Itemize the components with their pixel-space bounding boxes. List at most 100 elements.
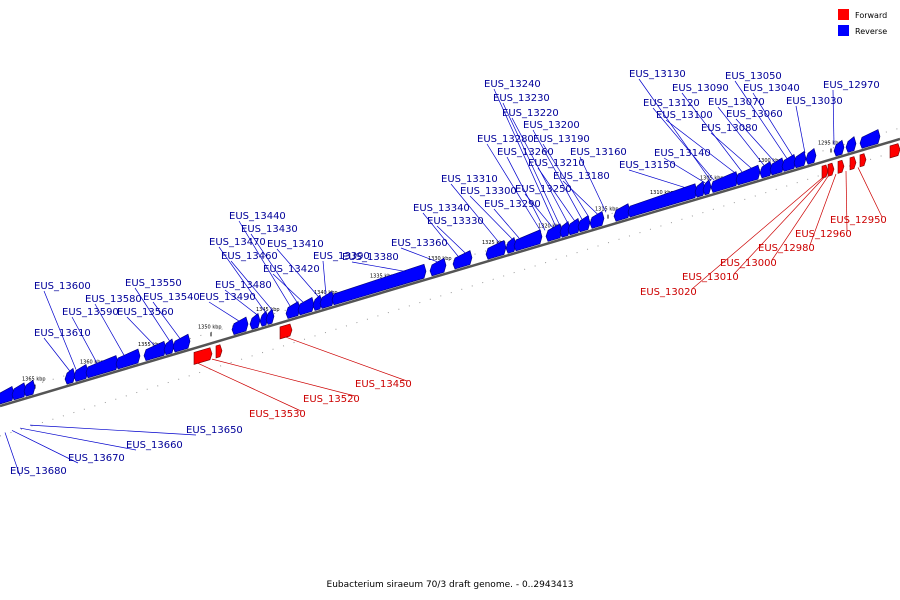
gene-label-eus-13580[interactable]: EUS_13580 bbox=[85, 294, 142, 305]
forward-gene-block[interactable] bbox=[889, 143, 900, 159]
gene-label-eus-13290[interactable]: EUS_13290 bbox=[484, 199, 541, 210]
gene-label-eus-13360[interactable]: EUS_13360 bbox=[391, 238, 448, 249]
reverse-gene-block[interactable] bbox=[85, 355, 119, 379]
reverse-gene-block[interactable] bbox=[11, 382, 27, 401]
reverse-gene-block[interactable] bbox=[793, 151, 807, 169]
reverse-gene-block[interactable] bbox=[172, 333, 191, 353]
reverse-gene-block[interactable] bbox=[163, 338, 175, 356]
gene-label-eus-13560[interactable]: EUS_13560 bbox=[117, 307, 174, 318]
gene-label-eus-13120[interactable]: EUS_13120 bbox=[643, 98, 700, 109]
gene-label-eus-13060[interactable]: EUS_13060 bbox=[726, 109, 783, 120]
reverse-gene-block[interactable] bbox=[331, 263, 427, 306]
reverse-gene-block[interactable] bbox=[759, 161, 773, 179]
gene-label-eus-12960[interactable]: EUS_12960 bbox=[795, 229, 852, 240]
reverse-gene-block[interactable] bbox=[702, 179, 712, 196]
gene-label-eus-13340[interactable]: EUS_13340 bbox=[413, 203, 470, 214]
gene-label-eus-13040[interactable]: EUS_13040 bbox=[743, 83, 800, 94]
gene-label-eus-13020[interactable]: EUS_13020 bbox=[640, 287, 697, 298]
gene-label-eus-13540[interactable]: EUS_13540 bbox=[143, 292, 200, 303]
gene-label-eus-12980[interactable]: EUS_12980 bbox=[758, 243, 815, 254]
gene-label-eus-13030[interactable]: EUS_13030 bbox=[786, 96, 843, 107]
reverse-gene-block[interactable] bbox=[845, 136, 857, 153]
gene-label-eus-13090[interactable]: EUS_13090 bbox=[672, 83, 729, 94]
gene-label-eus-13430[interactable]: EUS_13430 bbox=[241, 224, 298, 235]
forward-gene-block[interactable] bbox=[279, 323, 293, 340]
reverse-gene-block[interactable] bbox=[545, 223, 563, 242]
reverse-gene-block[interactable] bbox=[769, 157, 785, 176]
reverse-gene-block[interactable] bbox=[297, 296, 315, 316]
reverse-gene-block[interactable] bbox=[859, 129, 881, 149]
gene-label-eus-13660[interactable]: EUS_13660 bbox=[126, 440, 183, 451]
reverse-gene-block[interactable] bbox=[613, 203, 631, 222]
reverse-gene-block[interactable] bbox=[231, 316, 249, 335]
gene-label-eus-13140[interactable]: EUS_13140 bbox=[654, 148, 711, 159]
gene-label-eus-12950[interactable]: EUS_12950 bbox=[830, 215, 887, 226]
reverse-gene-block[interactable] bbox=[249, 312, 261, 330]
reverse-gene-block[interactable] bbox=[505, 236, 517, 254]
gene-label-eus-13420[interactable]: EUS_13420 bbox=[263, 264, 320, 275]
reverse-gene-block[interactable] bbox=[115, 348, 141, 370]
gene-label-eus-13450[interactable]: EUS_13450 bbox=[355, 379, 412, 390]
gene-label-eus-13240[interactable]: EUS_13240 bbox=[484, 79, 541, 90]
reverse-gene-block[interactable] bbox=[589, 210, 605, 229]
reverse-gene-block[interactable] bbox=[559, 220, 571, 238]
forward-gene-block[interactable] bbox=[827, 162, 835, 177]
forward-gene-block[interactable] bbox=[215, 344, 223, 359]
gene-label-eus-13650[interactable]: EUS_13650 bbox=[186, 425, 243, 436]
gene-label-eus-13080[interactable]: EUS_13080 bbox=[701, 123, 758, 134]
forward-gene-block[interactable] bbox=[849, 156, 857, 171]
gene-label-eus-13610[interactable]: EUS_13610 bbox=[34, 328, 91, 339]
gene-label-eus-13680[interactable]: EUS_13680 bbox=[10, 466, 67, 477]
gene-label-eus-13250[interactable]: EUS_13250 bbox=[515, 184, 572, 195]
gene-label-eus-13380[interactable]: EUS_13380 bbox=[342, 252, 399, 263]
gene-label-eus-13150[interactable]: EUS_13150 bbox=[619, 160, 676, 171]
reverse-gene-block[interactable] bbox=[319, 291, 335, 309]
gene-label-eus-13330[interactable]: EUS_13330 bbox=[427, 216, 484, 227]
gene-label-eus-13460[interactable]: EUS_13460 bbox=[221, 251, 278, 262]
gene-label-eus-13200[interactable]: EUS_13200 bbox=[523, 120, 580, 131]
gene-label-eus-13590[interactable]: EUS_13590 bbox=[62, 307, 119, 318]
gene-label-eus-13130[interactable]: EUS_13130 bbox=[629, 69, 686, 80]
forward-gene-block[interactable] bbox=[859, 153, 867, 168]
reverse-gene-block[interactable] bbox=[23, 379, 36, 397]
reverse-gene-block[interactable] bbox=[429, 257, 447, 277]
reverse-gene-block[interactable] bbox=[833, 139, 845, 157]
reverse-gene-block[interactable] bbox=[73, 364, 89, 382]
gene-label-eus-13440[interactable]: EUS_13440 bbox=[229, 211, 286, 222]
gene-label-eus-13230[interactable]: EUS_13230 bbox=[493, 93, 550, 104]
gene-label-eus-13300[interactable]: EUS_13300 bbox=[460, 186, 517, 197]
reverse-gene-block[interactable] bbox=[805, 147, 817, 165]
reverse-gene-block[interactable] bbox=[285, 301, 301, 319]
reverse-gene-block[interactable] bbox=[627, 183, 698, 218]
gene-label-eus-13490[interactable]: EUS_13490 bbox=[199, 292, 256, 303]
gene-label-eus-13220[interactable]: EUS_13220 bbox=[502, 108, 559, 119]
gene-label-eus-13180[interactable]: EUS_13180 bbox=[553, 171, 610, 182]
reverse-gene-block[interactable] bbox=[781, 153, 797, 172]
gene-label-eus-13070[interactable]: EUS_13070 bbox=[708, 97, 765, 108]
reverse-gene-block[interactable] bbox=[143, 340, 167, 362]
gene-label-eus-13410[interactable]: EUS_13410 bbox=[267, 239, 324, 250]
reverse-gene-block[interactable] bbox=[710, 171, 739, 193]
reverse-gene-block[interactable] bbox=[567, 218, 581, 236]
gene-label-eus-13600[interactable]: EUS_13600 bbox=[34, 281, 91, 292]
reverse-gene-block[interactable] bbox=[485, 240, 507, 260]
gene-label-eus-13670[interactable]: EUS_13670 bbox=[68, 453, 125, 464]
reverse-gene-block[interactable] bbox=[0, 385, 15, 405]
reverse-gene-block[interactable] bbox=[735, 164, 761, 186]
gene-label-eus-13550[interactable]: EUS_13550 bbox=[125, 278, 182, 289]
gene-label-eus-13530[interactable]: EUS_13530 bbox=[249, 409, 306, 420]
forward-gene-block[interactable] bbox=[821, 164, 829, 179]
gene-label-eus-13310[interactable]: EUS_13310 bbox=[441, 174, 498, 185]
gene-label-eus-13260[interactable]: EUS_13260 bbox=[497, 147, 554, 158]
gene-label-eus-13210[interactable]: EUS_13210 bbox=[528, 158, 585, 169]
gene-label-eus-13520[interactable]: EUS_13520 bbox=[303, 394, 360, 405]
gene-label-eus-13190[interactable]: EUS_13190 bbox=[533, 134, 590, 145]
gene-label-eus-13480[interactable]: EUS_13480 bbox=[215, 280, 272, 291]
gene-label-eus-13160[interactable]: EUS_13160 bbox=[570, 147, 627, 158]
gene-label-eus-13010[interactable]: EUS_13010 bbox=[682, 272, 739, 283]
gene-label-eus-13050[interactable]: EUS_13050 bbox=[725, 71, 782, 82]
gene-label-eus-12970[interactable]: EUS_12970 bbox=[823, 80, 880, 91]
gene-label-eus-13470[interactable]: EUS_13470 bbox=[209, 237, 266, 248]
reverse-gene-block[interactable] bbox=[577, 215, 591, 233]
reverse-gene-block[interactable] bbox=[452, 250, 473, 270]
